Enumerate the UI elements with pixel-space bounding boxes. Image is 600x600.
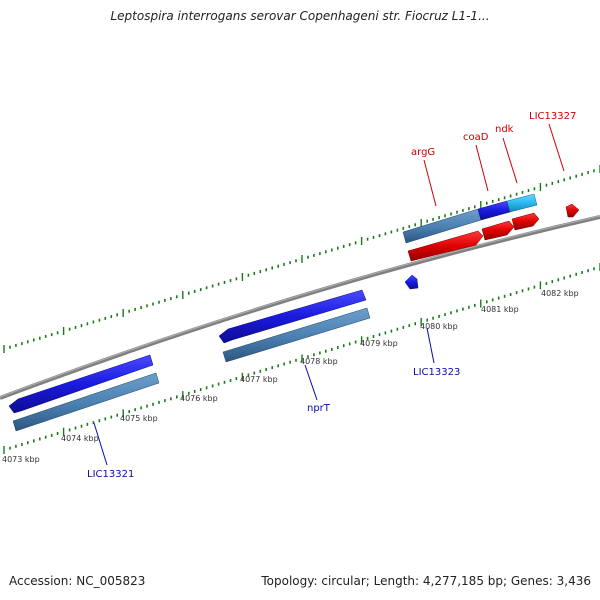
gene-block-forward-ndk-strand[interactable]	[511, 212, 540, 231]
gene-label-lic13321[interactable]: LIC13321	[87, 469, 134, 480]
genome-summary-text: Topology: circular; Length: 4,277,185 bp…	[261, 574, 591, 588]
forward-strand-features	[402, 193, 580, 262]
tick-label-4080: 4080 kbp	[420, 322, 458, 331]
gene-block-reverse-nprt[interactable]	[218, 289, 367, 344]
cds-block-nprt[interactable]	[222, 307, 371, 363]
tick-label-4076: 4076 kbp	[180, 394, 218, 403]
gene-block-forward-ndk[interactable]	[506, 193, 538, 213]
gene-label-ndk[interactable]: ndk	[495, 124, 514, 135]
leader-line-nprt	[304, 364, 318, 401]
leader-line-argg	[423, 159, 437, 207]
tick-label-4082: 4082 kbp	[541, 289, 579, 298]
gene-block-reverse-lic13323[interactable]	[404, 274, 419, 290]
gene-block-reverse-lic13321[interactable]	[8, 354, 154, 414]
cds-block-lic13321[interactable]	[12, 372, 160, 432]
leader-line-lic13327	[548, 123, 565, 172]
tick-label-4075: 4075 kbp	[120, 414, 158, 423]
gene-label-lic13327[interactable]: LIC13327	[529, 111, 576, 122]
tick-label-4078: 4078 kbp	[300, 357, 338, 366]
scale-labels: 4073 kbp 4074 kbp 4075 kbp 4076 kbp 4077…	[2, 289, 579, 464]
gene-block-forward-coad-strand[interactable]	[481, 220, 515, 241]
gene-block-forward-coad[interactable]	[477, 200, 511, 221]
inner-tick-row	[3, 263, 600, 454]
tick-label-4074: 4074 kbp	[61, 434, 99, 443]
outer-tick-row	[3, 165, 600, 353]
tick-label-4079: 4079 kbp	[360, 339, 398, 348]
tick-label-4077: 4077 kbp	[240, 375, 278, 384]
tick-label-4081: 4081 kbp	[481, 305, 519, 314]
genome-backbone-highlight	[0, 215, 600, 398]
tick-label-4073: 4073 kbp	[2, 455, 40, 464]
gene-block-forward-argg[interactable]	[407, 230, 484, 262]
leader-line-lic13321	[93, 422, 108, 466]
leader-line-ndk	[502, 137, 518, 184]
reverse-strand-features	[8, 274, 419, 432]
leader-line-lic13323	[426, 327, 435, 364]
gene-labels: argG coaD ndk LIC13327 LIC13321 nprT LIC…	[87, 111, 576, 480]
gene-label-argg[interactable]: argG	[411, 147, 435, 158]
accession-text: Accession: NC_005823	[9, 574, 146, 588]
leader-line-coad	[475, 144, 489, 192]
gene-label-lic13323[interactable]: LIC13323	[413, 367, 460, 378]
label-leader-lines	[93, 123, 565, 466]
gene-label-nprt[interactable]: nprT	[307, 403, 331, 414]
gene-label-coad[interactable]: coaD	[463, 132, 489, 143]
gene-block-forward-lic13327[interactable]	[565, 203, 580, 218]
genome-backbone	[0, 215, 600, 400]
map-title: Leptospira interrogans serovar Copenhage…	[110, 9, 490, 23]
